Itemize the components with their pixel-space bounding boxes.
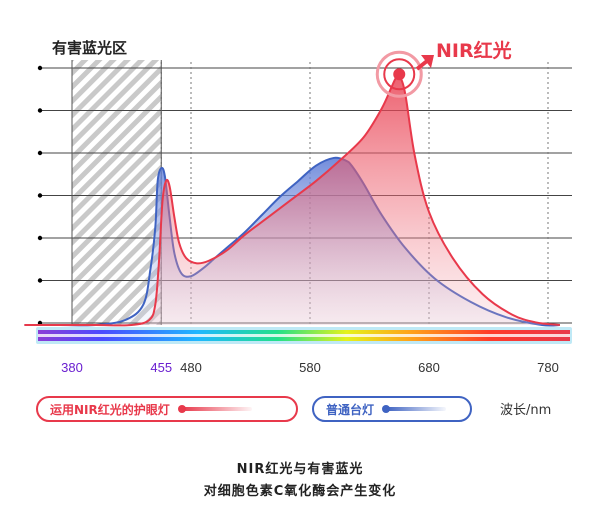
x-tick-label: 680 <box>418 360 440 375</box>
spectrum-bar-highlight <box>38 334 570 337</box>
x-tick-label: 480 <box>180 360 202 375</box>
grid-dot <box>37 193 43 198</box>
grid-dot <box>37 108 43 113</box>
nir-peak-dot <box>393 68 406 81</box>
caption-line-2: 对细胞色素C氧化酶会产生变化 <box>203 484 397 499</box>
x-tick-label: 580 <box>299 360 321 375</box>
x-tick-label: 455 <box>150 360 172 375</box>
nir-label: NIR红光 <box>436 39 512 62</box>
nir-ring-outer <box>375 50 423 98</box>
nir-arrow-head-icon <box>421 55 434 68</box>
legend-nir-lamp-swatch-icon <box>177 402 252 416</box>
legend-ordinary-lamp: 普通台灯 <box>312 396 472 422</box>
spectrum-chart: 380 455 480 580 680 780 有害蓝光区 NIR红光 <box>24 39 572 375</box>
wavelength-unit-label: 波长/nm <box>500 403 552 418</box>
grid-dot <box>37 65 43 71</box>
series-line-0 <box>24 73 561 327</box>
caption-line-1: NIR红光与有害蓝光 <box>236 462 364 477</box>
grid-dot <box>37 278 43 283</box>
nir-arrow-shaft-icon <box>415 59 429 71</box>
legend-ordinary-lamp-swatch-icon <box>382 402 447 416</box>
legend-nir-lamp-label: 运用NIR红光的护眼灯 <box>50 402 170 417</box>
legend-ordinary-lamp-label: 普通台灯 <box>326 402 375 417</box>
x-tick-label: 380 <box>61 360 83 375</box>
grid-dot <box>37 235 43 241</box>
grid-dot <box>37 150 43 156</box>
hazard-band-label: 有害蓝光区 <box>52 39 127 57</box>
x-tick-label: 780 <box>537 360 559 375</box>
legend-nir-lamp: 运用NIR红光的护眼灯 <box>36 396 298 422</box>
nir-ring-inner <box>383 58 416 91</box>
